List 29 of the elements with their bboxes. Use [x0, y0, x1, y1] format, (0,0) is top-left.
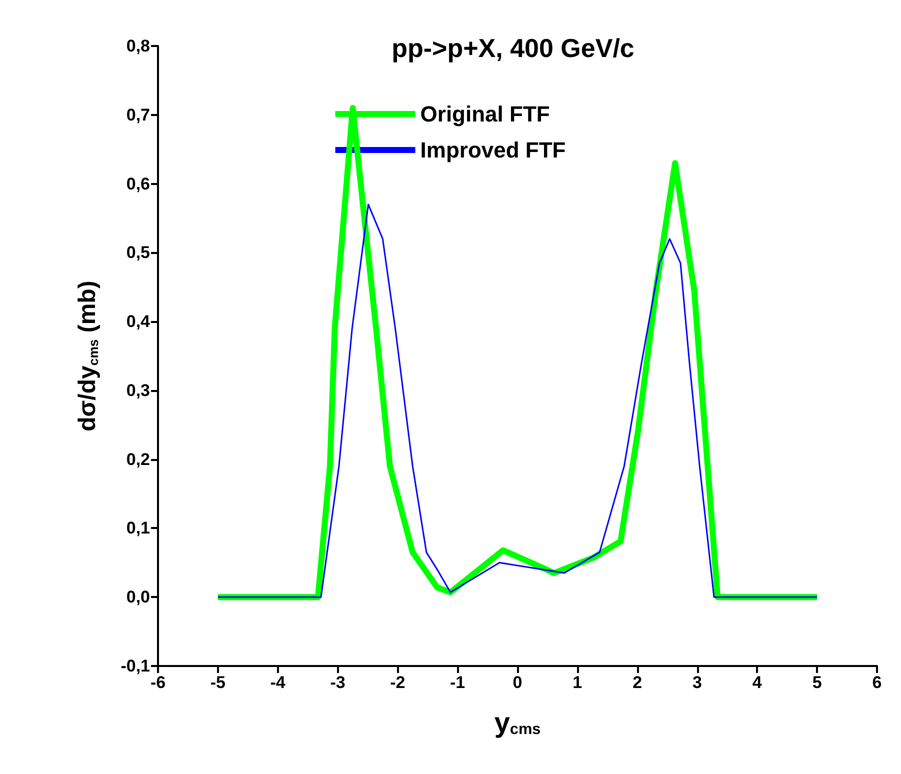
x-tick-label: -6: [150, 673, 166, 692]
x-tick-label: 5: [812, 673, 822, 692]
line-series: [217, 204, 818, 598]
x-tick-label: 3: [692, 673, 702, 692]
x-axis-title: ycms: [494, 707, 541, 738]
x-tick-label: -1: [450, 673, 466, 692]
x-tick-label: -5: [210, 673, 226, 692]
y-tick-label: 0,6: [126, 174, 150, 194]
x-tick-label: -2: [390, 673, 406, 692]
y-tick-label: -0,1: [120, 656, 150, 676]
x-tick-label: -3: [330, 673, 346, 692]
x-tick-label: 0: [512, 673, 522, 692]
chart-title: pp->p+X, 400 GeV/c: [392, 33, 634, 63]
legend-label: Original FTF: [420, 102, 550, 126]
x-tick-label: 2: [632, 673, 642, 692]
y-tick-label: 0,8: [126, 36, 150, 56]
x-tick-label: -4: [270, 673, 286, 692]
y-tick-label: 0,7: [126, 105, 150, 124]
x-tick-label: 1: [572, 673, 582, 692]
y-tick-label: 0,5: [126, 243, 150, 262]
x-tick-label: 6: [872, 673, 882, 692]
y-tick-label: 0,3: [126, 380, 150, 400]
legend-label: Improved FTF: [420, 138, 566, 162]
y-tick-label: 0,2: [126, 450, 150, 469]
y-axis-title: dσ/dycms (mb): [74, 280, 101, 432]
y-tick-label: 0,0: [126, 588, 150, 607]
x-tick-label: 4: [752, 673, 762, 692]
y-tick-label: 0,1: [126, 518, 150, 538]
y-tick-label: 0,4: [126, 312, 151, 332]
